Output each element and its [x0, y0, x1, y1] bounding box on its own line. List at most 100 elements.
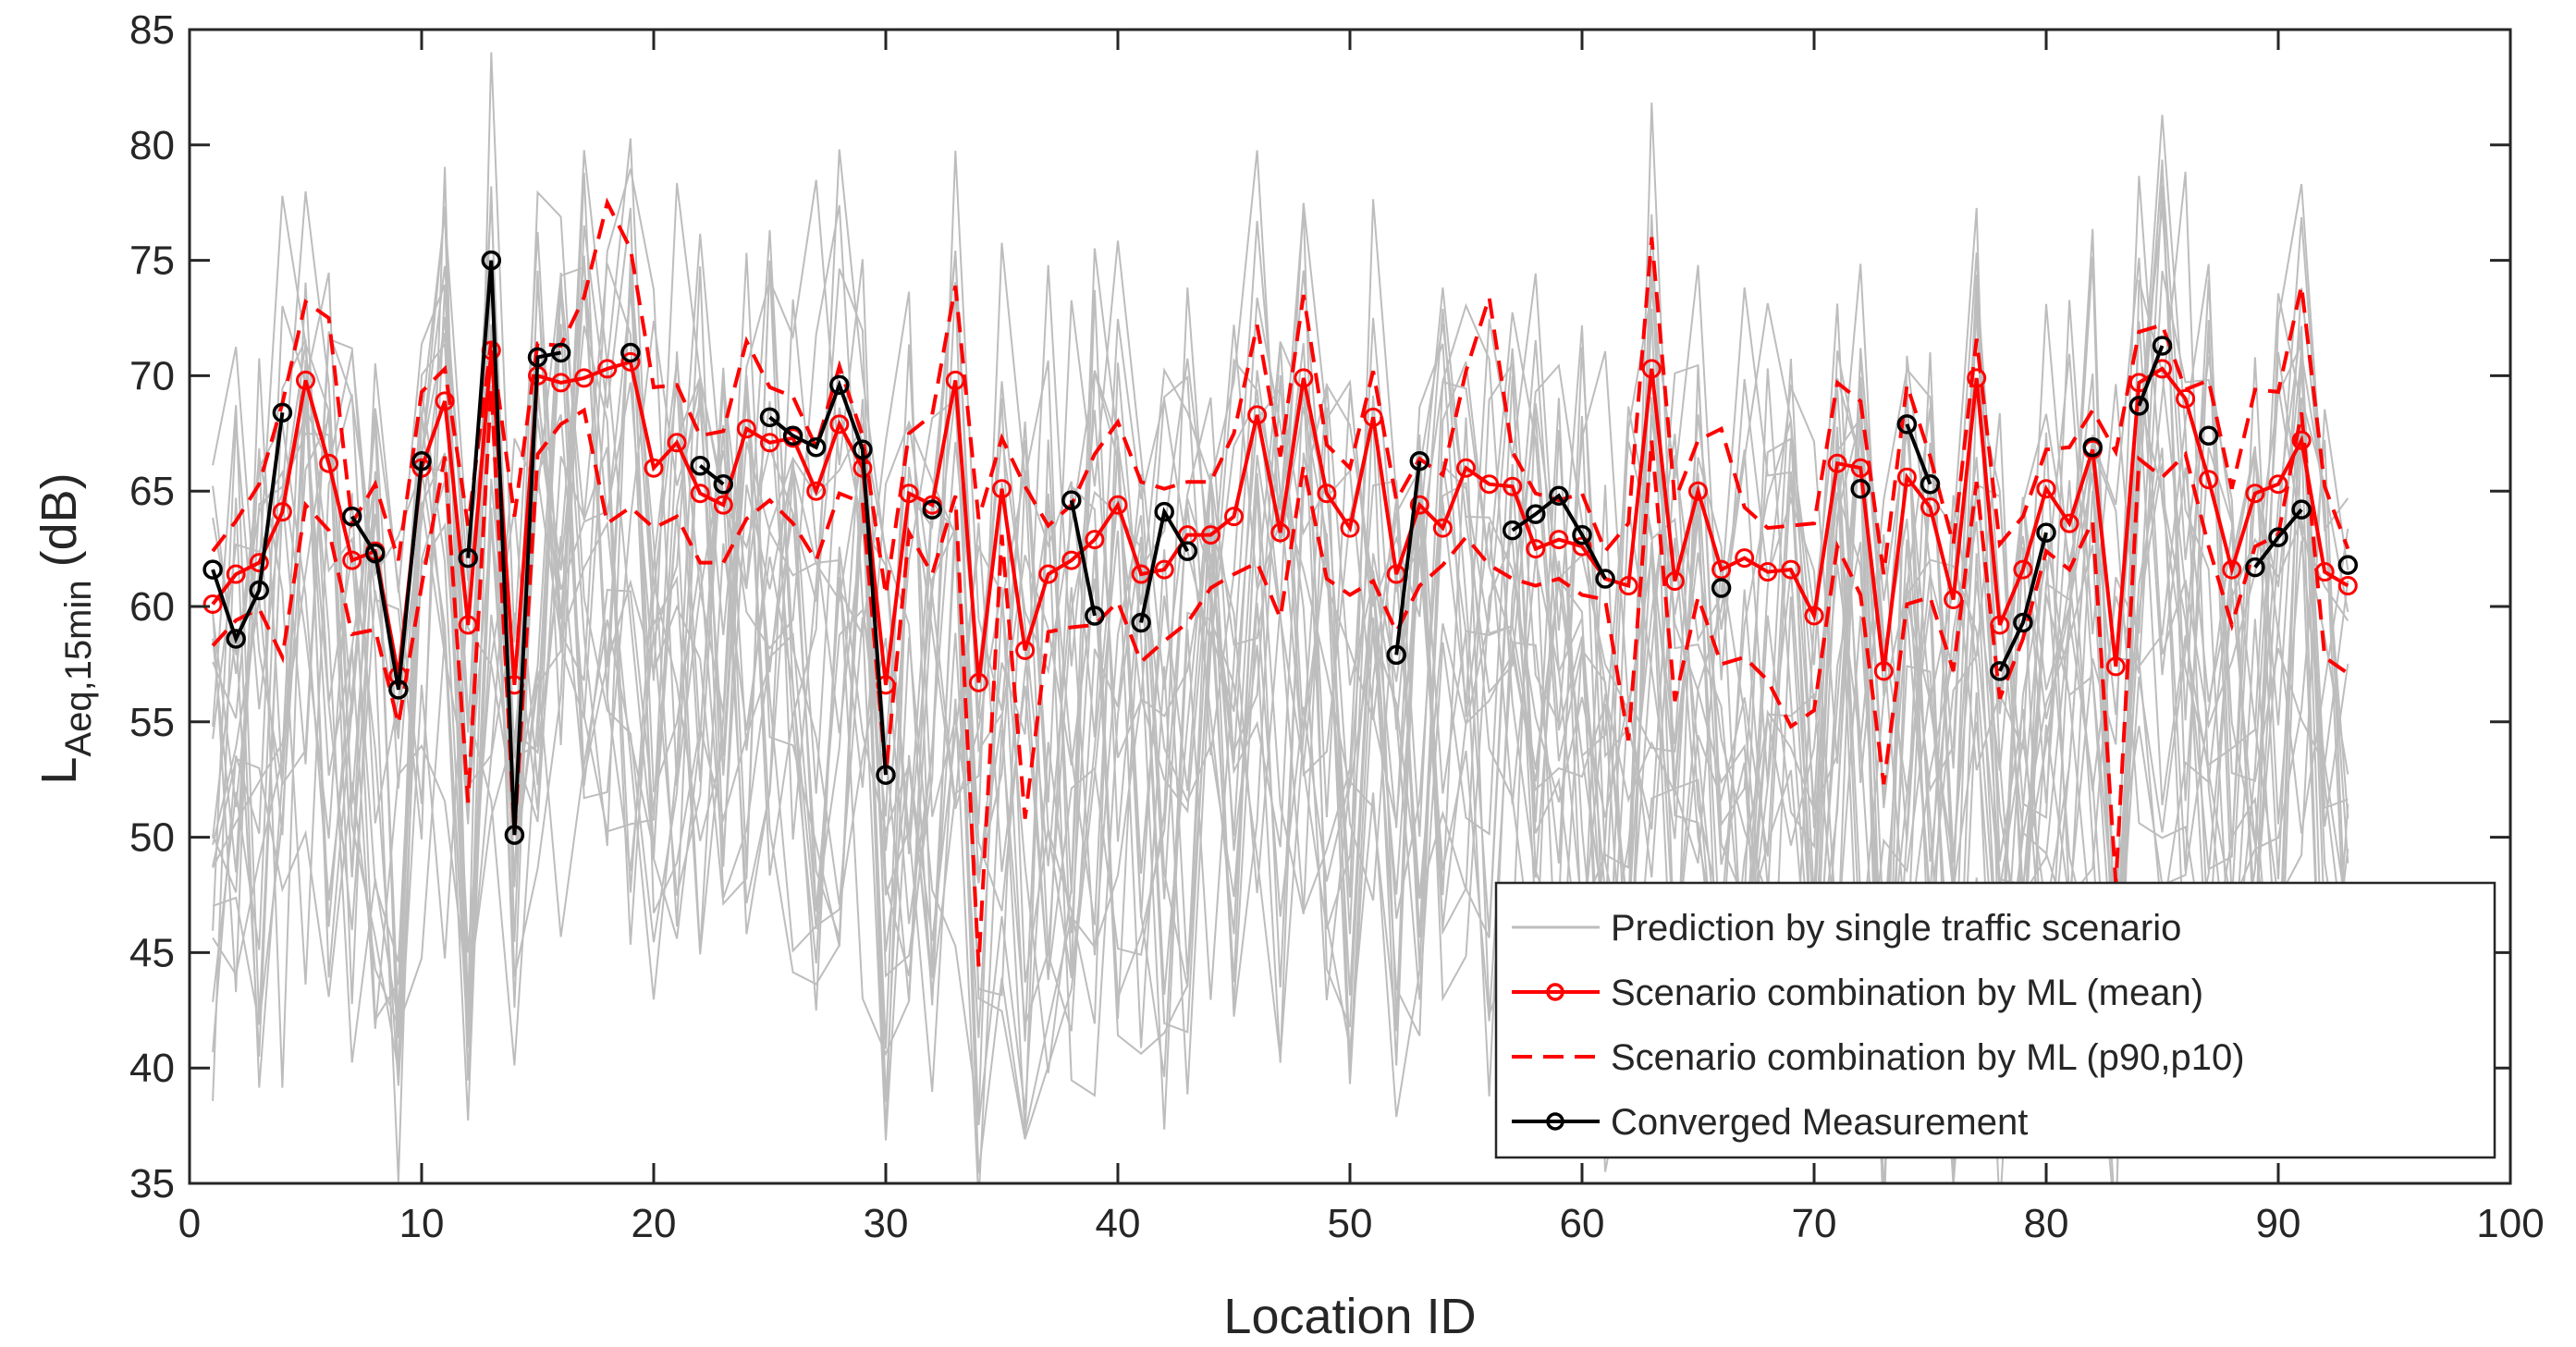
mean-point-63	[1641, 359, 1662, 379]
p90-line	[211, 197, 2350, 595]
mean-point-36	[1015, 640, 1036, 660]
measurement-line-15	[1997, 532, 2048, 672]
measurement-point-15	[527, 347, 548, 368]
measurement-point-38	[1061, 490, 1082, 510]
y-tick-label-60: 60	[129, 584, 175, 630]
mean-point-72	[1850, 458, 1871, 478]
mean-point-23	[713, 495, 733, 515]
mean-point-3	[249, 553, 269, 573]
measurement-line-9	[1139, 507, 1190, 623]
measurement-point-7	[341, 506, 362, 527]
measurement-line-14	[1905, 423, 1932, 485]
mean-point-12	[458, 615, 478, 635]
y-tick-label-35: 35	[129, 1161, 175, 1206]
measurement-point-91	[2291, 499, 2312, 520]
measurement-point-3	[249, 580, 270, 601]
measurement-point-52	[1386, 644, 1406, 666]
measurement-point-1	[202, 559, 223, 580]
mean-point-21	[667, 433, 687, 453]
mean-point-51	[1363, 407, 1383, 427]
measurement-line-2	[350, 460, 423, 691]
mean-point-53	[1409, 495, 1429, 515]
legend-marker-mean	[1546, 983, 1564, 1001]
axis-ticks: 0 10 20 30 40 50 60 70 80 90 100 35 40 45 50 55 60 65 70 75…	[129, 7, 2545, 1246]
measurement-point-58	[1526, 504, 1546, 524]
measurement-point-28	[829, 374, 850, 396]
mean-point-47	[1270, 522, 1291, 543]
y-tick-label-80: 80	[129, 123, 175, 168]
measurement-point-12	[458, 547, 478, 569]
measurement-series	[202, 250, 2359, 845]
mean-point-56	[1479, 474, 1500, 495]
mean-point-35	[992, 479, 1012, 499]
mean-point-64	[1664, 571, 1685, 592]
y-axis-title-main: L	[31, 757, 87, 785]
x-tick-label-90: 90	[2256, 1201, 2301, 1246]
legend-box	[1494, 881, 2496, 1159]
mean-point-27	[806, 481, 827, 501]
measurement-point-25	[759, 407, 780, 428]
measurement-line-19	[2253, 508, 2303, 569]
mean-point-71	[1827, 453, 1847, 473]
mean-point-30	[876, 675, 896, 695]
measurement-point-79	[2013, 612, 2033, 633]
measurement-point-41	[1131, 612, 1151, 633]
mean-point-7	[342, 550, 362, 570]
measurement-line-10	[1394, 460, 1422, 655]
x-tick-label-30: 30	[864, 1201, 909, 1246]
measurement-point-80	[2036, 522, 2056, 543]
mean-point-92	[2314, 562, 2335, 582]
single-scenario-line-13	[212, 173, 2349, 1174]
measurement-point-10	[411, 451, 432, 471]
mean-series	[202, 340, 2358, 695]
mean-point-24	[736, 419, 756, 439]
legend-marker-measurement	[1546, 1112, 1564, 1131]
x-axis-title: Location ID	[1223, 1289, 1476, 1344]
mean-point-54	[1432, 518, 1453, 538]
mean-point-89	[2245, 484, 2265, 504]
mean-point-16	[551, 373, 571, 393]
mean-point-59	[1549, 530, 1569, 550]
y-tick-label-85: 85	[129, 7, 175, 53]
mean-point-33	[945, 370, 965, 390]
measurement-point-26	[782, 425, 803, 447]
measurement-point-60	[1572, 524, 1592, 545]
x-tick-label-80: 80	[2024, 1201, 2069, 1246]
measurement-point-4	[272, 402, 293, 423]
y-tick-label-55: 55	[129, 700, 175, 745]
mean-point-25	[760, 433, 779, 453]
mean-point-37	[1038, 564, 1059, 584]
measurement-point-87	[2198, 425, 2219, 447]
mean-point-20	[644, 458, 664, 478]
mean-point-18	[597, 359, 618, 379]
x-tick-label-10: 10	[399, 1201, 445, 1246]
mean-point-91	[2291, 430, 2312, 450]
measurement-point-89	[2245, 557, 2265, 578]
measurement-point-8	[365, 543, 386, 564]
mean-point-68	[1758, 562, 1778, 582]
legend-label-mean: Scenario combination by ML (mean)	[1611, 973, 2203, 1013]
measurement-point-19	[620, 342, 641, 363]
mean-point-48	[1294, 368, 1314, 388]
mean-point-69	[1781, 559, 1801, 580]
measurement-point-75	[1920, 473, 1941, 495]
y-tick-label-75: 75	[129, 239, 175, 284]
measurement-point-85	[2152, 336, 2173, 356]
measurement-point-2	[226, 629, 246, 649]
measurement-point-43	[1177, 541, 1198, 561]
measurement-point-16	[550, 342, 571, 363]
mean-point-81	[2059, 513, 2079, 533]
single-scenario-line-15	[212, 331, 2349, 1137]
single-scenario-line-8	[212, 168, 2349, 1081]
y-tick-label-70: 70	[129, 353, 175, 398]
measurement-point-82	[2082, 437, 2103, 458]
measurement-point-30	[876, 765, 896, 785]
mean-point-80	[2036, 479, 2056, 499]
mean-point-86	[2176, 388, 2196, 409]
measurement-line-17	[2137, 345, 2165, 407]
measurement-point-14	[504, 825, 525, 845]
mean-point-5	[296, 370, 315, 390]
x-tick-label-20: 20	[632, 1201, 677, 1246]
measurement-point-72	[1850, 478, 1871, 499]
mean-point-88	[2222, 559, 2242, 580]
